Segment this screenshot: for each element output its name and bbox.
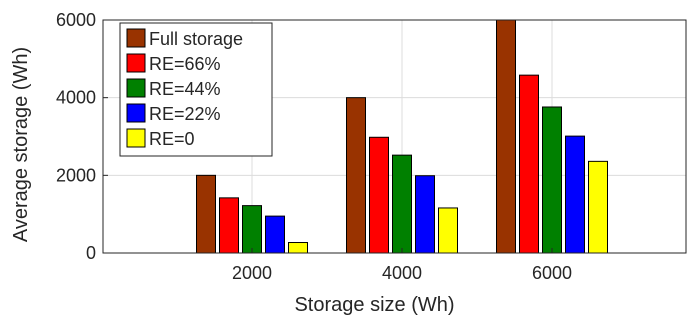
x-axis-label: Storage size (Wh) xyxy=(294,294,454,316)
bar-full-storage-4000 xyxy=(346,97,366,254)
legend-swatch xyxy=(126,103,146,123)
legend-swatch xyxy=(126,128,146,148)
legend-swatch xyxy=(126,28,146,48)
legend-label: RE=66% xyxy=(149,54,221,74)
bars xyxy=(196,19,608,254)
legend-swatch xyxy=(126,53,146,73)
x-tick-label: 2000 xyxy=(232,263,272,283)
legend-swatch xyxy=(126,78,146,98)
bar-re-44--4000 xyxy=(392,154,412,254)
bar-re-66--6000 xyxy=(519,74,539,254)
bar-re-22--2000 xyxy=(265,215,285,254)
bar-full-storage-2000 xyxy=(196,174,216,254)
bar-re-44--2000 xyxy=(242,205,262,254)
x-tick-label: 6000 xyxy=(532,263,572,283)
bar-re-66--2000 xyxy=(219,197,239,254)
bar-re-0-4000 xyxy=(438,207,458,254)
y-tick-label: 4000 xyxy=(56,88,96,108)
bar-re-66--4000 xyxy=(369,136,389,254)
bar-re-22--6000 xyxy=(565,135,585,254)
y-tick-label: 6000 xyxy=(56,10,96,30)
legend-label: RE=0 xyxy=(149,129,195,149)
x-tick-label: 4000 xyxy=(382,263,422,283)
y-tick-label: 0 xyxy=(86,243,96,263)
bar-re-22--4000 xyxy=(415,175,435,254)
bar-re-0-6000 xyxy=(588,160,608,254)
legend: Full storage RE=66% RE=44% RE=22% RE=0 xyxy=(119,22,273,157)
bar-full-storage-6000 xyxy=(496,19,516,254)
legend-label: RE=44% xyxy=(149,79,221,99)
bar-re-44--6000 xyxy=(542,106,562,254)
y-axis-label: Average storage (Wh) xyxy=(10,47,32,242)
bar-re-0-2000 xyxy=(288,242,308,254)
legend-label: Full storage xyxy=(149,29,243,49)
tick-labels: 0 2000 4000 6000 2000 4000 6000 xyxy=(56,10,572,283)
legend-label: RE=22% xyxy=(149,104,221,124)
y-tick-label: 2000 xyxy=(56,165,96,185)
plot-frame xyxy=(102,19,687,254)
